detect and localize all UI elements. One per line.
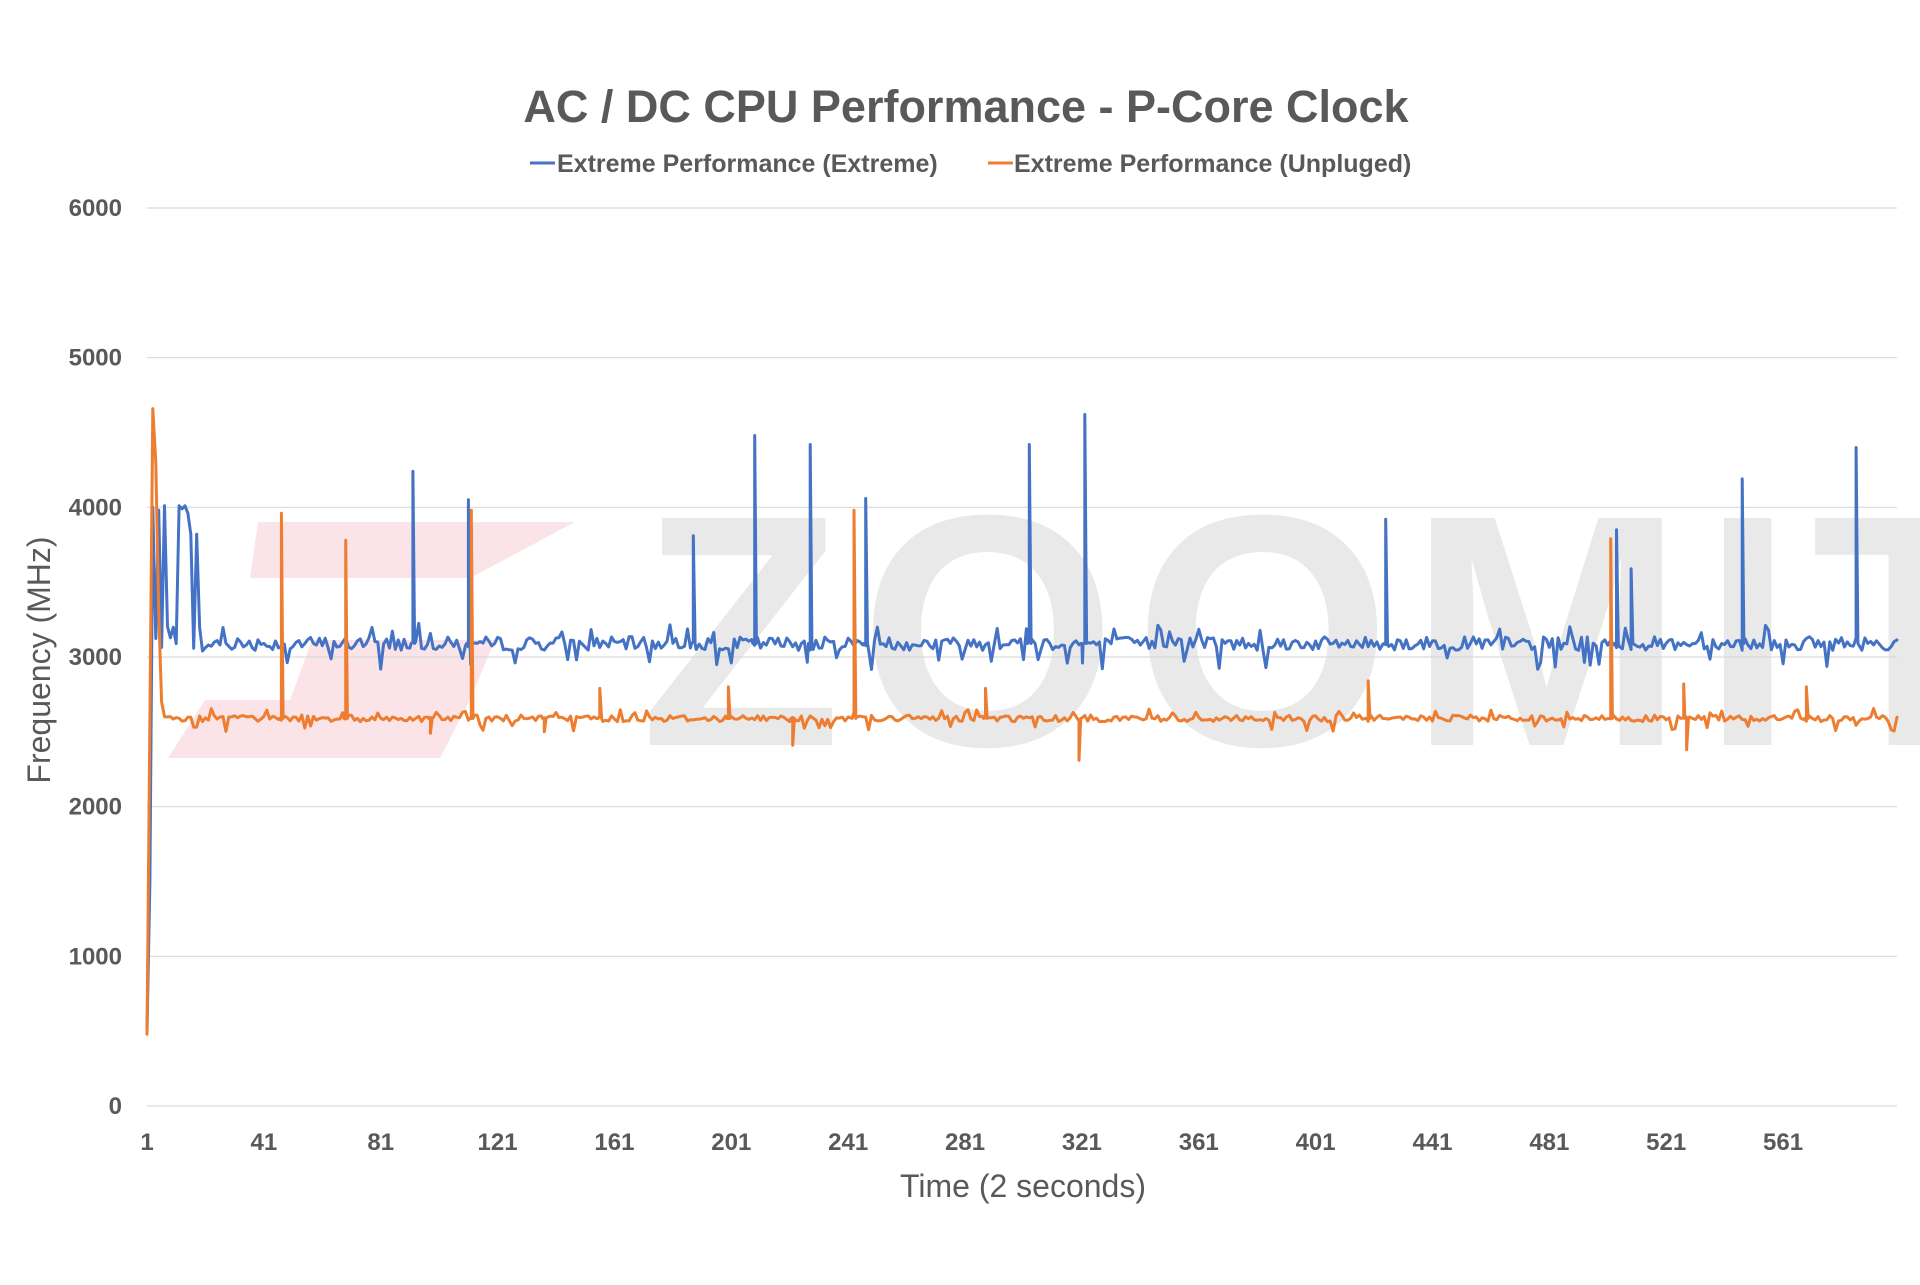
x-tick-label: 441 <box>1412 1129 1452 1156</box>
watermark-text: ZOOMIT <box>640 446 1920 815</box>
watermark-logo-bottom <box>168 700 470 758</box>
x-tick-label: 1 <box>140 1129 153 1156</box>
y-tick-label: 5000 <box>69 345 122 372</box>
x-tick-label: 161 <box>594 1129 634 1156</box>
x-axis-label: Time (2 seconds) <box>900 1168 1146 1204</box>
y-tick-label: 1000 <box>69 943 122 970</box>
y-tick-label: 6000 <box>69 195 122 222</box>
x-tick-label: 401 <box>1296 1129 1336 1156</box>
y-axis-ticks: 0 1000 2000 3000 4000 5000 6000 <box>69 195 122 1120</box>
x-tick-label: 521 <box>1646 1129 1686 1156</box>
x-tick-label: 241 <box>828 1129 868 1156</box>
x-axis-ticks: 1 41 81 121 161 201 241 281 321 361 401 441 481 521 56… <box>140 1129 1803 1156</box>
legend-label-extreme: Extreme Performance (Extreme) <box>557 150 938 178</box>
watermark: ZOOMIT <box>168 446 1920 815</box>
x-tick-label: 281 <box>945 1129 985 1156</box>
series-line-extreme <box>145 413 1899 1033</box>
legend: Extreme Performance (Extreme) Extreme Pe… <box>530 150 1411 178</box>
x-tick-label: 321 <box>1062 1129 1102 1156</box>
x-tick-label: 561 <box>1763 1129 1803 1156</box>
chart-title: AC / DC CPU Performance - P-Core Clock <box>523 81 1409 132</box>
y-axis-label: Frequency (MHz) <box>21 536 57 783</box>
grid <box>147 207 1897 1107</box>
x-tick-label: 81 <box>367 1129 394 1156</box>
x-tick-label: 361 <box>1179 1129 1219 1156</box>
y-tick-label: 0 <box>109 1093 122 1120</box>
series-lines <box>145 407 1899 1036</box>
series-line-unpluged <box>145 407 1899 1036</box>
watermark-logo-middle <box>290 640 495 700</box>
x-tick-label: 121 <box>478 1129 518 1156</box>
x-tick-label: 481 <box>1529 1129 1569 1156</box>
x-tick-label: 201 <box>711 1129 751 1156</box>
legend-label-unpluged: Extreme Performance (Unpluged) <box>1014 150 1411 178</box>
y-tick-label: 4000 <box>69 494 122 521</box>
y-tick-label: 2000 <box>69 794 122 821</box>
x-tick-label: 41 <box>251 1129 278 1156</box>
y-tick-label: 3000 <box>69 644 122 671</box>
